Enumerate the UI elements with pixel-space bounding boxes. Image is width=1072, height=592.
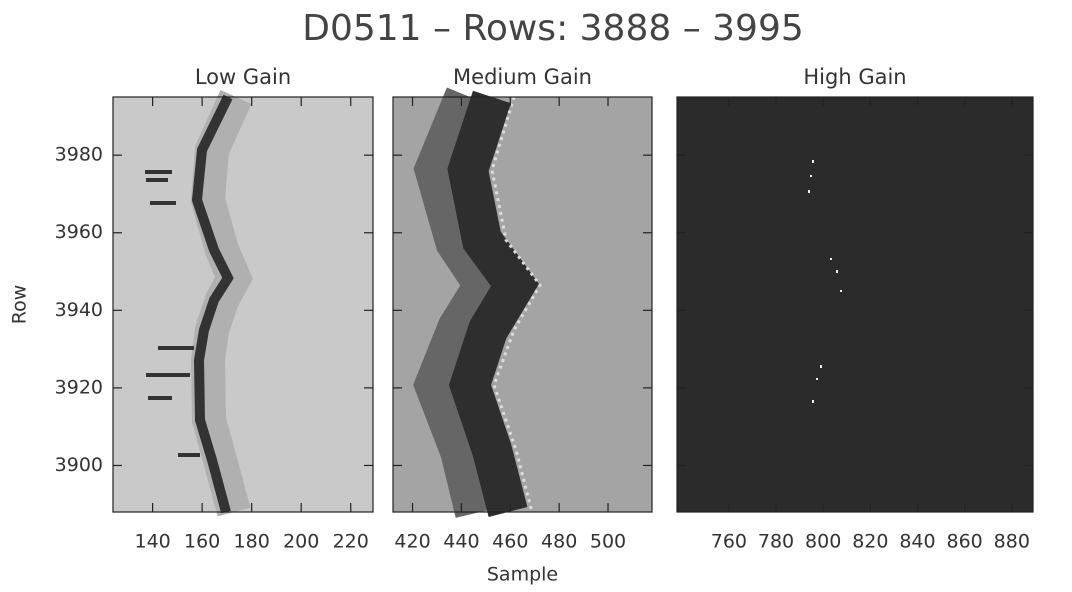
x-tick-label: 800 (805, 531, 841, 553)
panel-frame (112, 96, 374, 513)
panel-frame (676, 96, 1034, 513)
medium-gain-image (393, 87, 652, 518)
low-gain-image (113, 89, 373, 517)
x-tick-label: 140 (134, 531, 170, 553)
figure-title: D0511 – Rows: 3888 – 3995 (302, 8, 804, 49)
x-tick-label: 860 (946, 531, 982, 553)
x-tick-label: 760 (711, 531, 747, 553)
x-tick-label: 440 (443, 531, 479, 553)
x-axis-label: Sample (487, 564, 558, 586)
y-tick-label: 3900 (55, 454, 103, 476)
panel-title: High Gain (803, 65, 906, 89)
x-tick-label: 820 (852, 531, 888, 553)
x-tick-label: 160 (184, 531, 220, 553)
x-tick-label: 880 (994, 531, 1030, 553)
y-tick-label: 3960 (55, 221, 103, 243)
x-tick-label: 480 (541, 531, 577, 553)
panel-title: Medium Gain (453, 65, 592, 89)
x-tick-label: 200 (283, 531, 319, 553)
panel-frame (392, 96, 653, 513)
x-tick-label: 460 (492, 531, 528, 553)
x-tick-label: 840 (899, 531, 935, 553)
y-tick-label: 3940 (55, 299, 103, 321)
x-tick-label: 420 (394, 531, 430, 553)
x-tick-label: 780 (758, 531, 794, 553)
x-tick-label: 500 (590, 531, 626, 553)
x-tick-label: 220 (333, 531, 369, 553)
y-tick-label: 3920 (55, 376, 103, 398)
y-tick-label: 3980 (55, 144, 103, 166)
panel-title: Low Gain (195, 65, 291, 89)
y-axis-label: Row (9, 285, 31, 325)
high-gain-image (677, 97, 1033, 512)
x-tick-label: 180 (234, 531, 270, 553)
